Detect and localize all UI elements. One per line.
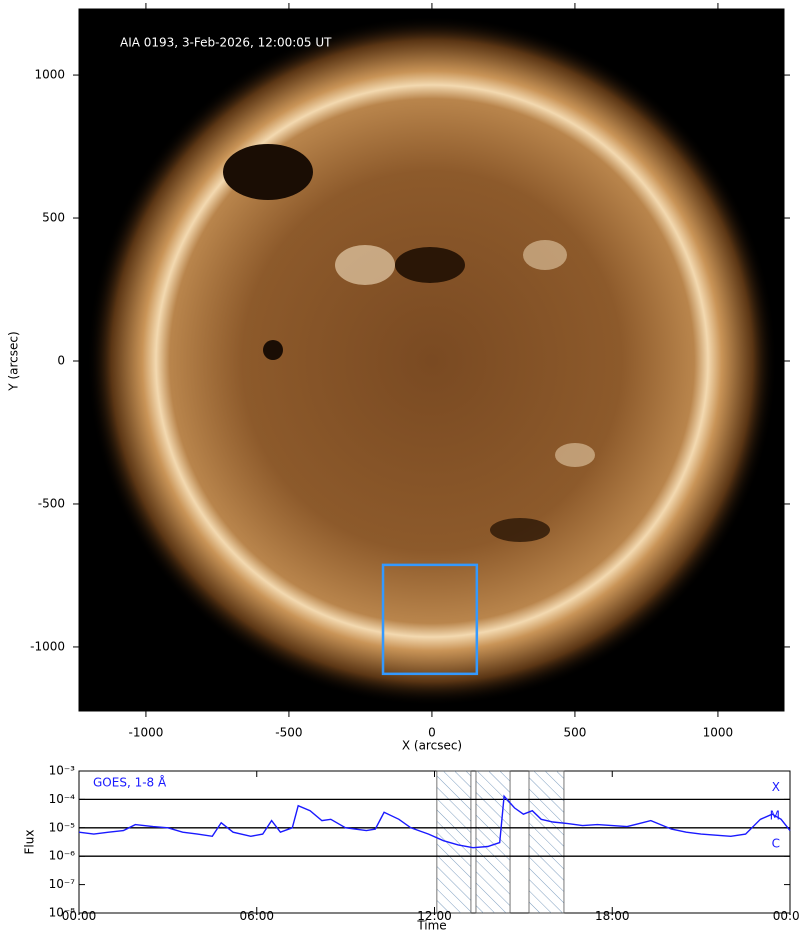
x-axis-label: Time [416, 919, 446, 933]
x-tick-label: 00:00 [773, 909, 799, 923]
x-tick-label: -500 [275, 726, 302, 740]
y-axis-label: Y (arcsec) [7, 331, 21, 391]
y-tick-label: 500 [42, 211, 65, 225]
x-tick-label: 0 [428, 726, 436, 740]
x-axis-label: X (arcsec) [402, 739, 462, 753]
y-tick-label: 10⁻⁵ [49, 820, 76, 834]
y-tick-label: 10⁻⁶ [49, 849, 76, 863]
y-tick-label: -1000 [30, 639, 65, 653]
x-tick-label: 18:00 [595, 909, 630, 923]
level-label: C [772, 837, 780, 851]
annotation: AIA 0193, 3-Feb-2026, 12:00:05 UT [120, 36, 332, 50]
x-tick-label: 500 [563, 726, 586, 740]
x-tick-label: 1000 [703, 726, 734, 740]
y-tick-label: 10⁻⁷ [49, 877, 76, 891]
shaded-interval [436, 770, 472, 914]
x-tick-label: 06:00 [239, 909, 274, 923]
sun-image [87, 16, 777, 706]
level-label: X [772, 780, 780, 794]
flux-line [78, 794, 791, 849]
y-axis-label: Flux [23, 830, 37, 855]
region-box [381, 563, 479, 676]
shaded-interval [475, 770, 511, 914]
x-tick-label: 00:00 [62, 909, 97, 923]
y-tick-label: -500 [38, 496, 65, 510]
y-tick-label: 0 [57, 354, 65, 368]
y-tick-label: 10⁻⁴ [49, 792, 76, 806]
x-tick-label: 12:00 [417, 909, 452, 923]
shaded-interval [528, 770, 565, 914]
plot-frame [78, 770, 791, 914]
y-tick-label: 10⁻⁸ [49, 906, 76, 920]
legend-entry: GOES, 1-8 Å [93, 775, 167, 790]
y-tick-label: 10⁻³ [49, 764, 76, 778]
y-tick-label: 1000 [34, 68, 65, 82]
x-tick-label: -1000 [128, 726, 163, 740]
